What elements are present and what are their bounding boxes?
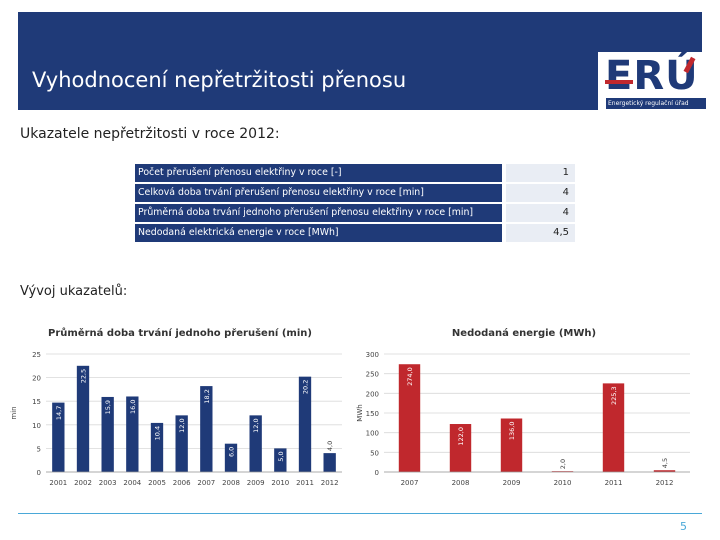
duration-bar	[200, 386, 213, 472]
duration-y-tick-label: 10	[32, 422, 41, 430]
duration-bar	[323, 453, 336, 472]
energy-x-tick-label: 2007	[401, 479, 419, 487]
energy-bar	[653, 470, 676, 472]
energy-value-label: 225,3	[610, 386, 618, 405]
duration-x-tick-label: 2010	[271, 479, 289, 487]
duration-x-tick-label: 2007	[197, 479, 215, 487]
energy-bar	[602, 383, 625, 472]
energy-y-tick-label: 150	[366, 410, 379, 418]
duration-value-label: 6,0	[228, 447, 236, 457]
duration-chart: Průměrná doba trvání jednoho přerušení (…	[8, 318, 344, 494]
duration-chart-title: Průměrná doba trvání jednoho přerušení (…	[48, 326, 312, 339]
kpi-value: 4	[506, 184, 575, 202]
kpi-row: Počet přerušení přenosu elektřiny v roce…	[135, 164, 575, 182]
duration-y-axis-label: min	[10, 406, 18, 419]
duration-x-tick-label: 2009	[247, 479, 265, 487]
duration-value-label: 4,0	[326, 441, 334, 451]
duration-bar	[101, 396, 114, 472]
duration-value-label: 16,0	[129, 399, 137, 413]
energy-y-tick-label: 200	[366, 390, 379, 398]
duration-x-tick-label: 2002	[74, 479, 92, 487]
duration-y-tick-label: 15	[32, 398, 41, 406]
duration-value-label: 22,5	[80, 369, 88, 383]
duration-y-tick-label: 5	[37, 445, 41, 453]
slide-title: Vyhodnocení nepřetržitosti přenosu	[32, 68, 407, 92]
duration-bar	[224, 443, 238, 472]
kpi-value: 1	[506, 164, 575, 182]
duration-value-label: 20,2	[302, 380, 310, 394]
indicators-heading: Ukazatele nepřetržitosti v roce 2012:	[20, 126, 280, 142]
energy-y-tick-label: 100	[366, 430, 379, 438]
footer-divider	[18, 513, 702, 514]
energy-x-tick-label: 2012	[656, 479, 674, 487]
energy-value-label: 136,0	[508, 422, 516, 441]
energy-x-tick-label: 2011	[605, 479, 623, 487]
duration-value-label: 14,7	[55, 406, 63, 420]
energy-x-tick-label: 2010	[554, 479, 572, 487]
kpi-label: Počet přerušení přenosu elektřiny v roce…	[135, 164, 502, 182]
eru-logo: ERÚ Energetický regulační úřad	[598, 52, 710, 112]
duration-chart-svg: Průměrná doba trvání jednoho přerušení (…	[10, 326, 342, 487]
kpi-row: Průměrná doba trvání jednoho přerušení p…	[135, 204, 575, 222]
energy-bar	[500, 418, 523, 472]
duration-bar	[76, 365, 90, 472]
kpi-label: Průměrná doba trvání jednoho přerušení p…	[135, 204, 502, 222]
logo-accent-dash	[605, 80, 633, 84]
duration-bar	[175, 415, 188, 472]
energy-y-tick-label: 250	[366, 371, 379, 379]
logo-mark: ERÚ	[605, 53, 699, 99]
duration-x-tick-label: 2008	[222, 479, 240, 487]
energy-x-tick-label: 2008	[452, 479, 470, 487]
duration-value-label: 18,2	[203, 389, 211, 403]
energy-y-axis-label: MWh	[356, 404, 364, 421]
duration-bar	[126, 396, 139, 472]
energy-x-tick-label: 2009	[503, 479, 521, 487]
duration-value-label: 10,4	[154, 426, 162, 440]
duration-value-label: 12,0	[252, 418, 260, 432]
duration-value-label: 5,0	[277, 451, 285, 461]
duration-x-tick-label: 2004	[123, 479, 141, 487]
page-number: 5	[680, 520, 687, 533]
duration-x-tick-label: 2012	[321, 479, 339, 487]
logo-subtitle: Energetický regulační úřad	[606, 98, 706, 109]
duration-bar	[150, 422, 164, 472]
duration-y-tick-label: 0	[37, 469, 41, 477]
energy-y-tick-label: 0	[375, 469, 379, 477]
kpi-label: Celková doba trvání přerušení přenosu el…	[135, 184, 502, 202]
energy-value-label: 122,0	[457, 427, 465, 446]
duration-bar	[52, 402, 65, 472]
duration-x-tick-label: 2006	[173, 479, 191, 487]
energy-y-tick-label: 50	[370, 449, 379, 457]
energy-value-label: 2,0	[559, 459, 567, 469]
energy-value-label: 274,0	[406, 367, 414, 386]
duration-x-tick-label: 2003	[99, 479, 117, 487]
energy-chart: Nedodaná energie (MWh) MWh 0 50 100 150 200 250…	[354, 318, 692, 494]
duration-bar	[249, 415, 262, 472]
kpi-label: Nedodaná elektrická energie v roce [MWh]	[135, 224, 502, 242]
title-banner: Vyhodnocení nepřetržitosti přenosu ERÚ E…	[18, 12, 710, 112]
duration-value-label: 12,0	[178, 418, 186, 432]
duration-bar	[298, 376, 312, 472]
energy-bar	[449, 424, 472, 472]
kpi-row: Nedodaná elektrická energie v roce [MWh]…	[135, 224, 575, 242]
kpi-value: 4	[506, 204, 575, 222]
duration-x-tick-label: 2001	[49, 479, 67, 487]
duration-y-tick-label: 20	[32, 375, 41, 383]
kpi-row: Celková doba trvání přerušení přenosu el…	[135, 184, 575, 202]
energy-chart-svg: Nedodaná energie (MWh) MWh 0 50 100 150 200 250…	[356, 327, 690, 487]
duration-bar	[274, 448, 287, 472]
energy-chart-title: Nedodaná energie (MWh)	[452, 327, 596, 339]
energy-bar	[398, 364, 421, 472]
duration-x-tick-label: 2005	[148, 479, 166, 487]
duration-x-tick-label: 2011	[296, 479, 314, 487]
energy-value-label: 4,5	[661, 458, 669, 468]
duration-y-tick-label: 25	[32, 351, 41, 359]
duration-value-label: 15,9	[104, 400, 112, 414]
energy-y-tick-label: 300	[366, 351, 379, 359]
trend-heading: Vývoj ukazatelů:	[20, 284, 128, 299]
kpi-value: 4,5	[506, 224, 575, 242]
